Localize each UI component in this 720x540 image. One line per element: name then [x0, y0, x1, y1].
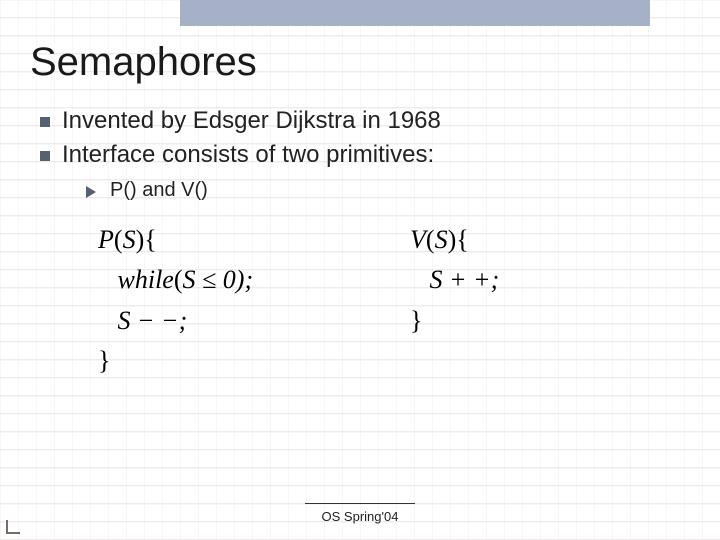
bullet-item: Interface consists of two primitives:	[40, 141, 690, 169]
bullet-list: Invented by Edsger Dijkstra in 1968 Inte…	[30, 107, 690, 202]
corner-mark-icon	[6, 520, 20, 534]
triangle-bullet-icon	[86, 186, 96, 198]
code-line: }	[410, 306, 422, 335]
slide-content: Semaphores Invented by Edsger Dijkstra i…	[0, 0, 720, 540]
bullet-text: Invented by Edsger Dijkstra in 1968	[62, 107, 441, 135]
bullet-text: Interface consists of two primitives:	[62, 141, 434, 169]
sub-bullet-text: P() and V()	[110, 179, 208, 202]
code-line: }	[98, 346, 110, 375]
code-line: while(S ≤ 0);	[118, 265, 254, 294]
bullet-item: Invented by Edsger Dijkstra in 1968	[40, 107, 690, 135]
footer-divider	[305, 503, 415, 504]
pseudocode-area: P(S){ while(S ≤ 0); S − −; } V(S){ S + +…	[30, 220, 690, 440]
sub-bullet-item: P() and V()	[86, 179, 690, 202]
code-block-v: V(S){ S + +; }	[410, 220, 499, 341]
code-line: S − −;	[118, 306, 188, 335]
slide-title: Semaphores	[30, 40, 690, 85]
code-block-p: P(S){ while(S ≤ 0); S − −; }	[98, 220, 253, 381]
slide-footer: OS Spring'04	[0, 503, 720, 526]
code-line: V(S){	[410, 225, 469, 254]
square-bullet-icon	[40, 151, 50, 161]
square-bullet-icon	[40, 117, 50, 127]
code-line: P(S){	[98, 225, 157, 254]
code-line: S + +;	[430, 265, 500, 294]
footer-text: OS Spring'04	[322, 509, 399, 524]
